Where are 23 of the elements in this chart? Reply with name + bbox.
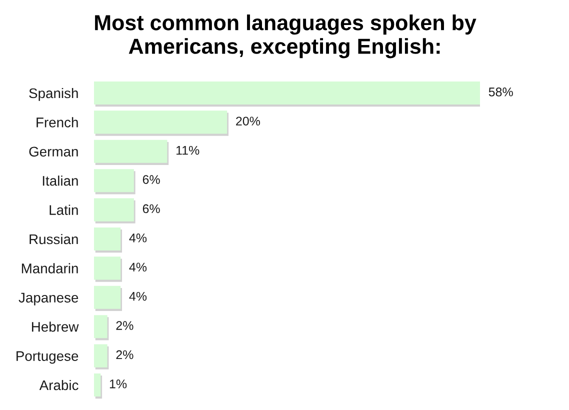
data-label: 4% [129, 262, 147, 272]
y-tick-label: Hebrew [32, 322, 79, 332]
data-label: 4% [129, 292, 147, 301]
y-tick-label: Japanese [18, 292, 78, 306]
data-label: 4% [129, 234, 147, 242]
data-label: 11% [176, 146, 200, 155]
data-label: 20% [236, 116, 260, 126]
y-tick-label: German [29, 146, 78, 157]
data-label: 2% [116, 350, 134, 360]
y-tick-label: Russian [30, 234, 78, 244]
data-label: 2% [116, 321, 134, 330]
data-label: 1% [110, 380, 127, 388]
y-tick-label: Portugese [16, 351, 78, 364]
y-tick-label: French [36, 117, 78, 128]
data-label: 6% [142, 175, 160, 184]
y-tick-label: Latin [50, 204, 78, 215]
chart-title: Most common lanaguages spoken by Americans, excepting English: [95, 14, 476, 58]
data-label: 6% [142, 204, 160, 214]
y-tick-label: Arabic [39, 380, 78, 390]
data-label: 58% [488, 88, 513, 96]
y-tick-label: Mandarin [22, 263, 78, 274]
y-tick-label: Italian [42, 176, 78, 186]
y-tick-label: Spanish [29, 88, 78, 101]
